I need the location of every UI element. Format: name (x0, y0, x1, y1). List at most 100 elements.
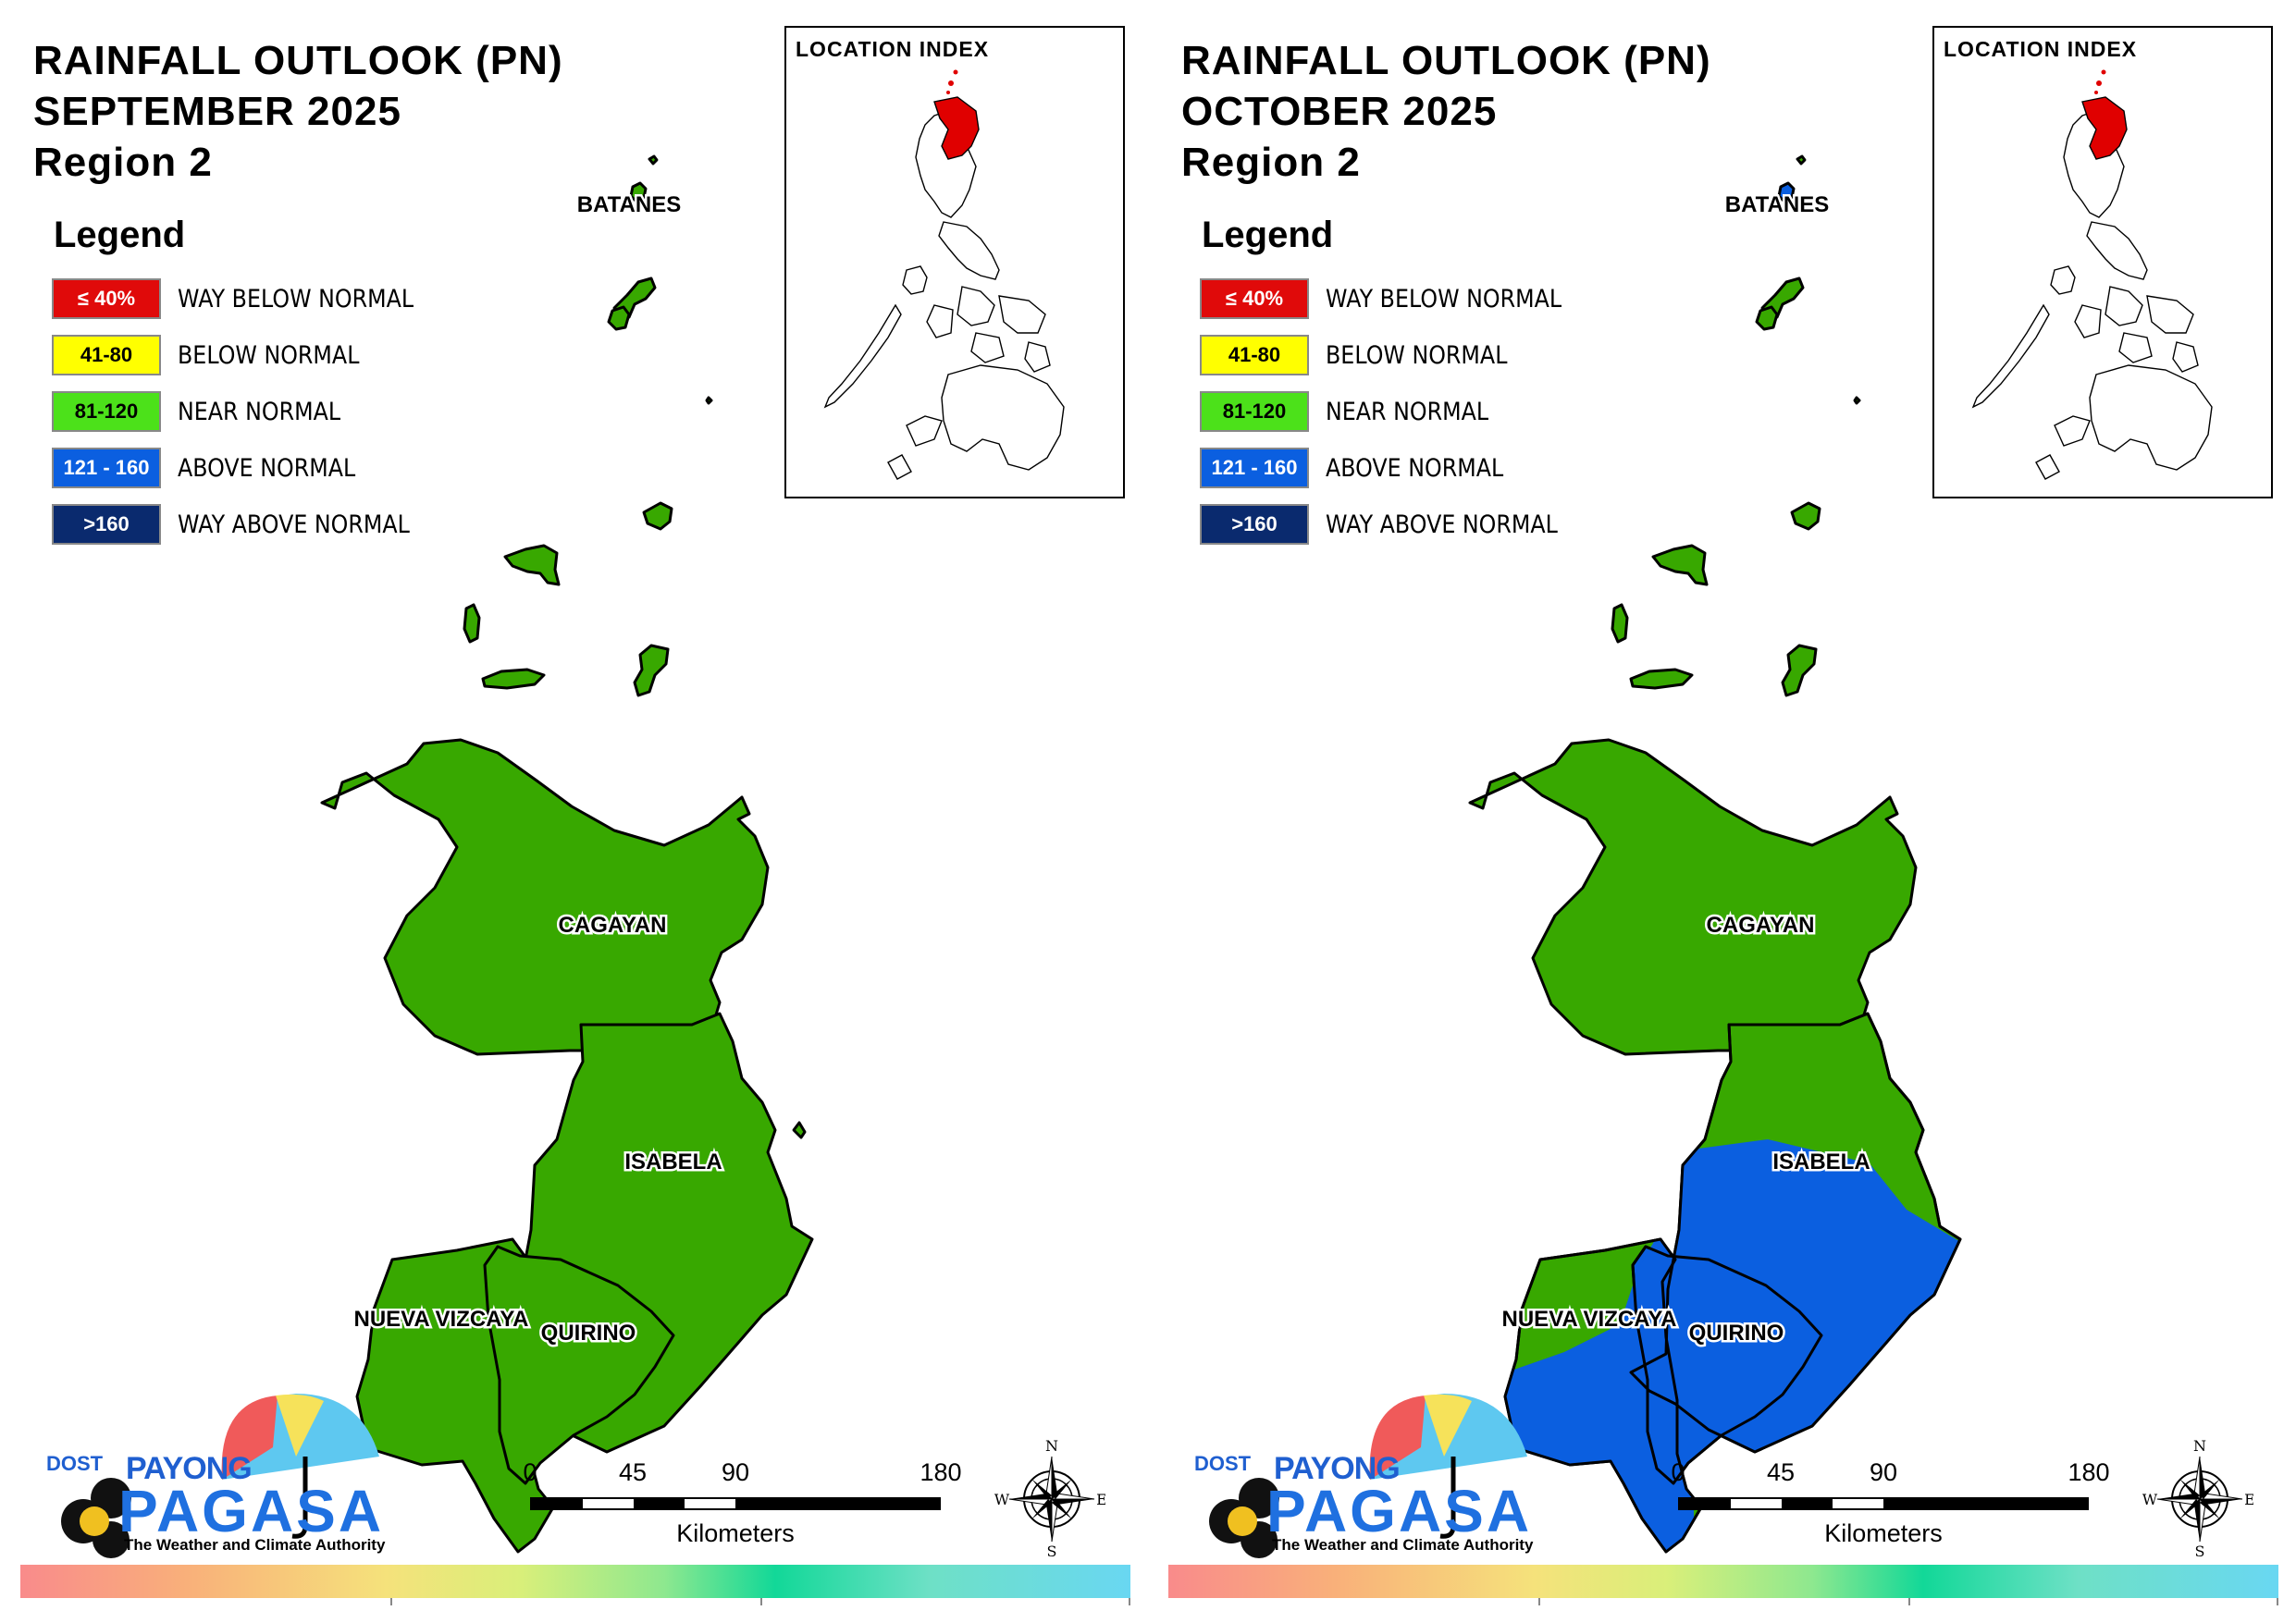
legend-label: WAY BELOW NORMAL (178, 284, 414, 314)
legend-swatch: 81-120 (1200, 391, 1309, 432)
scale-tick: 45 (1766, 1458, 1796, 1486)
scale-unit: Kilometers (676, 1519, 795, 1547)
legend-swatch: >160 (1200, 504, 1309, 545)
legend-swatch: ≤ 40% (52, 278, 161, 319)
legend-item-above-normal: 121 - 160 ABOVE NORMAL (1200, 446, 1594, 490)
legend-label: ABOVE NORMAL (1326, 453, 1504, 483)
region-2-map: BATANES CAGAYAN ISABELA NUEVA VIZCAYA QU… (1468, 154, 1962, 1554)
logo-tagline: The Weather and Climate Authority (1272, 1536, 1534, 1554)
scale-tick: 0 (1671, 1458, 1685, 1486)
strip-ticks (20, 1598, 1130, 1607)
legend-swatch: 121 - 160 (1200, 448, 1309, 488)
legend-label: NEAR NORMAL (1326, 397, 1489, 426)
scale-tick: 90 (721, 1458, 750, 1486)
outlook-panel-september: RAINFALL OUTLOOK (PN) SEPTEMBER 2025 Reg… (20, 26, 1130, 1607)
legend-item-way-below-normal: ≤ 40% WAY BELOW NORMAL (52, 277, 446, 321)
legend-label: BELOW NORMAL (178, 340, 360, 370)
scale-tick: 45 (618, 1458, 648, 1486)
legend: Legend ≤ 40% WAY BELOW NORMAL 41-80 BELO… (1200, 215, 1594, 559)
location-index: LOCATION INDEX (784, 26, 1125, 498)
compass-n: N (2193, 1438, 2206, 1455)
batanes-islands (463, 154, 713, 697)
compass-w: W (994, 1491, 1010, 1508)
payong-pagasa-logo: DOST PAYONG PAGASA The Weather and Clima… (1176, 1383, 1546, 1558)
label-isabela: ISABELA (624, 1150, 722, 1174)
legend-swatch: 41-80 (52, 335, 161, 375)
legend-item-way-below-normal: ≤ 40% WAY BELOW NORMAL (1200, 277, 1594, 321)
legend-label: WAY ABOVE NORMAL (1326, 510, 1558, 539)
scale-unit: Kilometers (1824, 1519, 1943, 1547)
scale-bar: 0 45 90 180 Kilometers (523, 1458, 961, 1560)
logo-pagasa-text: PAGASA (118, 1478, 385, 1544)
scale-bar-graphic (530, 1497, 941, 1510)
legend-title: Legend (1202, 215, 1334, 255)
title-line-3: Region 2 (1181, 140, 1361, 185)
legend-item-above-normal: 121 - 160 ABOVE NORMAL (52, 446, 446, 490)
scale-tick: 0 (523, 1458, 537, 1486)
title-line-2: OCTOBER 2025 (1181, 89, 1498, 134)
batanes-islands (1611, 154, 1861, 697)
label-batanes: BATANES (577, 192, 681, 217)
logo-dost-text: DOST (46, 1452, 104, 1475)
legend-swatch: 41-80 (1200, 335, 1309, 375)
north-arrow-compass: N S W E (2142, 1437, 2255, 1560)
scale-bar: 0 45 90 180 Kilometers (1671, 1458, 2109, 1560)
decorative-color-strip (1168, 1565, 2278, 1598)
scale-bar-graphic (1678, 1497, 2089, 1510)
legend-label: BELOW NORMAL (1326, 340, 1508, 370)
province-cagayan (1468, 738, 1918, 1056)
title-line-1: RAINFALL OUTLOOK (PN) (33, 38, 563, 83)
outlook-panel-october: RAINFALL OUTLOOK (PN) OCTOBER 2025 Regio… (1148, 0, 2296, 1623)
legend-swatch: ≤ 40% (1200, 278, 1309, 319)
north-arrow-compass: N S W E (994, 1437, 1107, 1560)
legend-label: ABOVE NORMAL (178, 453, 356, 483)
legend-item-below-normal: 41-80 BELOW NORMAL (52, 333, 446, 377)
title-line-1: RAINFALL OUTLOOK (PN) (1181, 38, 1711, 83)
compass-s: S (1047, 1543, 1057, 1558)
payong-pagasa-logo: DOST PAYONG PAGASA The Weather and Clima… (28, 1383, 398, 1558)
compass-w: W (2142, 1491, 2158, 1508)
label-quirino: QUIRINO (1689, 1321, 1784, 1346)
province-quirino (483, 1245, 675, 1485)
legend-item-near-normal: 81-120 NEAR NORMAL (1200, 389, 1594, 434)
decorative-color-strip (20, 1565, 1130, 1598)
compass-e: E (1096, 1491, 1105, 1508)
legend-swatch: >160 (52, 504, 161, 545)
legend-swatch: 121 - 160 (52, 448, 161, 488)
compass-e: E (2244, 1491, 2253, 1508)
legend-title: Legend (54, 215, 186, 255)
map-title: RAINFALL OUTLOOK (PN) SEPTEMBER 2025 Reg… (33, 35, 563, 188)
label-isabela: ISABELA (1772, 1150, 1870, 1174)
legend-item-way-above-normal: >160 WAY ABOVE NORMAL (1200, 502, 1594, 547)
map-title: RAINFALL OUTLOOK (PN) OCTOBER 2025 Regio… (1181, 35, 1711, 188)
strip-ticks (1168, 1598, 2278, 1607)
compass-s: S (2195, 1543, 2205, 1558)
scale-tick: 180 (2068, 1458, 2110, 1486)
scale-tick: 180 (920, 1458, 962, 1486)
legend-label: NEAR NORMAL (178, 397, 341, 426)
label-nueva-vizcaya: NUEVA VIZCAYA (1502, 1307, 1677, 1332)
region-2-map: BATANES CAGAYAN ISABELA NUEVA VIZCAYA QU… (320, 154, 814, 1554)
logo-tagline: The Weather and Climate Authority (124, 1536, 386, 1554)
location-index-title: LOCATION INDEX (796, 37, 990, 61)
logo-pagasa-text: PAGASA (1266, 1478, 1533, 1544)
label-cagayan: CAGAYAN (1707, 913, 1815, 938)
legend-label: WAY BELOW NORMAL (1326, 284, 1562, 314)
compass-n: N (1045, 1438, 1058, 1455)
location-index: LOCATION INDEX (1932, 26, 2273, 498)
logo-payong-text: PAYONG (1274, 1451, 1401, 1486)
legend-item-near-normal: 81-120 NEAR NORMAL (52, 389, 446, 434)
legend-swatch: 81-120 (52, 391, 161, 432)
legend: Legend ≤ 40% WAY BELOW NORMAL 41-80 BELO… (52, 215, 446, 559)
label-nueva-vizcaya: NUEVA VIZCAYA (354, 1307, 529, 1332)
logo-payong-text: PAYONG (126, 1451, 253, 1486)
label-cagayan: CAGAYAN (559, 913, 667, 938)
legend-label: WAY ABOVE NORMAL (178, 510, 410, 539)
legend-item-below-normal: 41-80 BELOW NORMAL (1200, 333, 1594, 377)
legend-item-way-above-normal: >160 WAY ABOVE NORMAL (52, 502, 446, 547)
province-cagayan (320, 738, 770, 1056)
title-line-2: SEPTEMBER 2025 (33, 89, 401, 134)
location-index-title: LOCATION INDEX (1944, 37, 2138, 61)
title-line-3: Region 2 (33, 140, 213, 185)
scale-tick: 90 (1869, 1458, 1898, 1486)
